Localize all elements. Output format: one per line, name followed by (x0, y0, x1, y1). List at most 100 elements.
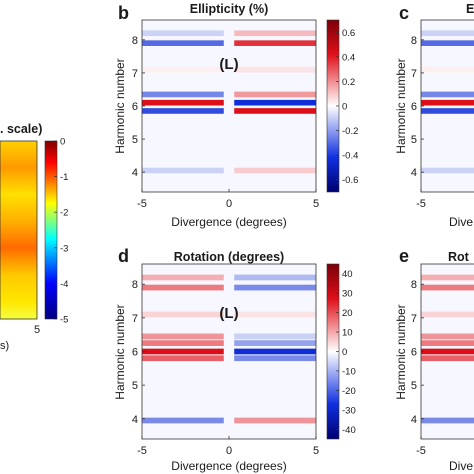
colorbar-tick-label: 10 (342, 328, 353, 339)
y-tick-label: 6 (132, 347, 138, 359)
heatmap-band-left (142, 284, 224, 291)
heatmap-band-right (234, 40, 316, 46)
y-tick-label: 5 (132, 380, 138, 392)
y-tick-label: 8 (132, 279, 138, 291)
heatmap-band-left (142, 348, 224, 355)
y-tick-label: 5 (411, 134, 417, 146)
x-tick-label: -5 (137, 198, 147, 210)
heatmap-band-right (234, 99, 316, 106)
panel-e-letter: e (399, 246, 409, 266)
y-tick-label: 4 (411, 167, 417, 179)
x-tick-label: -5 (416, 198, 426, 210)
y-tick-label: 8 (132, 35, 138, 47)
panel-b: b Ellipticity (%) 4 5 6 7 8 -5 0 5 (L) Divergen… (113, 2, 358, 229)
heatmap-band-left (421, 66, 474, 73)
heatmap-background (142, 20, 316, 192)
heatmap-band-left (421, 417, 474, 424)
panel-b-letter: b (118, 3, 129, 23)
heatmap-band-left (421, 340, 474, 346)
colorbar-tick-label: 40 (342, 269, 353, 280)
y-tick-label: 8 (411, 279, 417, 291)
heatmap-band-left (142, 274, 224, 281)
heatmap-band-right (234, 355, 316, 362)
panel-c-xlabel: Dive (449, 215, 473, 229)
heatmap-band-right (234, 66, 316, 73)
heatmap-band-left (421, 274, 474, 281)
panel-b-annotation: (L) (219, 56, 238, 73)
panel-c-ylabel: Harmonic number (394, 58, 408, 153)
heatmap-band-right (234, 30, 316, 37)
panel-a-xtick: 5 (34, 324, 40, 336)
panel-d-xlabel: Divergence (degrees) (171, 459, 286, 473)
panel-d-annotation: (L) (219, 305, 238, 322)
heatmap-band-left (421, 91, 474, 98)
panel-e-title: Rot (448, 250, 470, 264)
x-tick-label: -5 (137, 445, 147, 457)
heatmap-band-right (234, 91, 316, 98)
heatmap-band-left (142, 167, 224, 174)
heatmap-band-left (421, 333, 474, 340)
heatmap-band-left (142, 66, 224, 73)
panel-a-xlabel: s) (0, 340, 9, 352)
heatmap-band-left (421, 167, 474, 174)
colorbar-tick-label: -20 (342, 386, 356, 397)
heatmap-band-left (142, 91, 224, 98)
heatmap-band-left (142, 30, 224, 37)
panel-a-colorbar (44, 140, 58, 320)
x-tick-label: 5 (313, 445, 319, 457)
panel-b-xlabel: Divergence (degrees) (171, 215, 286, 229)
panel-d-heatmap (142, 264, 316, 439)
x-tick-label: 5 (313, 198, 319, 210)
heatmap-band-left (421, 355, 474, 362)
panel-c-heatmap (421, 20, 474, 192)
x-tick-label: -5 (416, 445, 426, 457)
heatmap-band-right (234, 348, 316, 355)
heatmap-band-left (142, 340, 224, 346)
colorbar-tick-label: -40 (342, 425, 356, 436)
colorbar-tick-label: 0 (60, 137, 65, 148)
colorbar-tick-label: 0 (342, 102, 347, 113)
panel-b-title: Ellipticity (%) (190, 2, 268, 16)
y-tick-label: 7 (132, 68, 138, 80)
colorbar-tick-label: -10 (342, 366, 356, 377)
colorbar-tick-label: 0 (342, 347, 347, 358)
y-tick-label: 7 (411, 313, 417, 325)
heatmap-band-left (421, 311, 474, 318)
panel-c-letter: c (399, 3, 409, 23)
y-tick-label: 7 (132, 313, 138, 325)
colorbar-tick-label: 20 (342, 308, 353, 319)
heatmap-band-left (142, 108, 224, 114)
y-tick-label: 7 (411, 68, 417, 80)
y-tick-label: 6 (132, 101, 138, 113)
panel-e-ylabel: Harmonic number (394, 304, 408, 399)
heatmap-band-right (234, 311, 316, 318)
panel-a-heatmap (0, 141, 37, 319)
heatmap-band-left (421, 30, 474, 37)
colorbar-tick-label: 0.6 (342, 28, 355, 39)
x-tick-label: 0 (226, 445, 232, 457)
y-tick-label: 6 (411, 347, 417, 359)
colorbar-tick-label: -2 (60, 208, 68, 219)
heatmap-band-right (234, 340, 316, 346)
panel-c: c E 4 5 6 7 8 -5 Dive Harmonic number (394, 2, 474, 229)
panel-b-ylabel: Harmonic number (113, 58, 127, 153)
y-tick-label: 8 (411, 35, 417, 47)
colorbar-tick-label: -1 (60, 172, 68, 183)
heatmap-band-right (234, 108, 316, 114)
panel-d-ylabel: Harmonic number (113, 304, 127, 399)
heatmap-band-right (234, 274, 316, 281)
colorbar-tick-label: -4 (60, 279, 68, 290)
heatmap-band-left (142, 40, 224, 46)
y-tick-label: 6 (411, 101, 417, 113)
colorbar-tick-label: 0.4 (342, 52, 355, 63)
colorbar-tick-label: 0.2 (342, 77, 355, 88)
y-tick-label: 5 (411, 380, 417, 392)
heatmap-band-right (234, 417, 316, 424)
heatmap-band-left (142, 333, 224, 340)
heatmap-band-right (234, 284, 316, 291)
colorbar-tick-label: -5 (60, 315, 68, 326)
y-tick-label: 4 (132, 167, 138, 179)
colorbar-tick-label: -0.2 (342, 126, 358, 137)
heatmap-band-left (142, 99, 224, 106)
heatmap-band-left (142, 311, 224, 318)
